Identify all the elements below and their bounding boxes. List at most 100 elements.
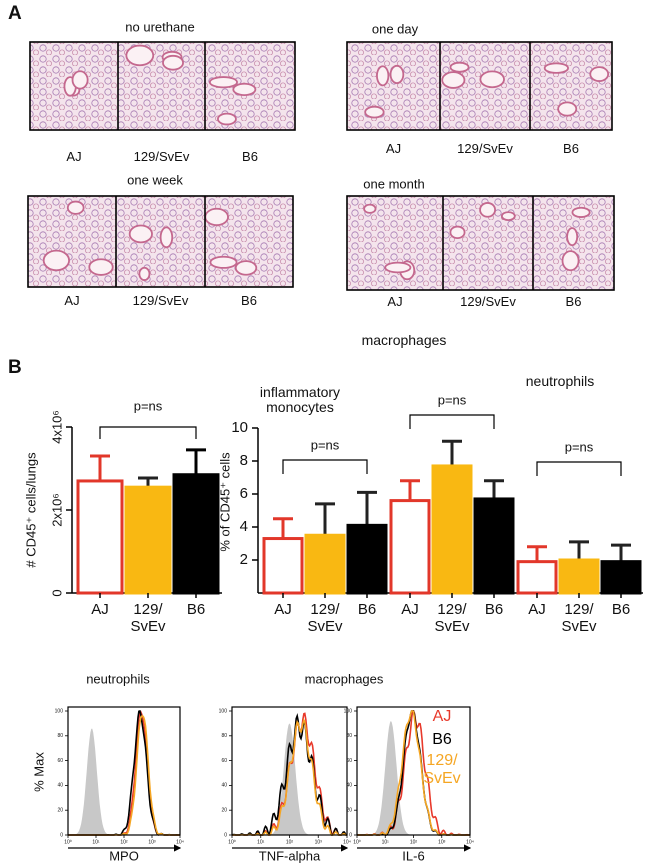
annotation: p=ns — [311, 437, 340, 452]
strain-label: B6 — [563, 141, 579, 156]
airway — [71, 70, 89, 90]
x-tick-label: 129/ SvEv — [561, 601, 597, 635]
x-tick-label: 10³ — [148, 839, 156, 845]
y-tick-label: 6 — [240, 485, 248, 502]
image-frame — [29, 41, 296, 131]
airway — [363, 203, 377, 214]
y-tick-label: 0 — [49, 589, 64, 596]
airway — [589, 66, 610, 82]
airway — [125, 44, 155, 67]
x-tick-label: 10² — [410, 839, 418, 845]
y-tick-label: 2 — [240, 551, 248, 568]
airway — [232, 82, 257, 97]
strain-label: 129/SvEv — [460, 294, 516, 309]
significance-bracket — [409, 414, 495, 429]
airway — [217, 112, 237, 126]
y-tick-label: 0 — [60, 832, 63, 838]
annotation: p=ns — [134, 398, 163, 413]
airway — [500, 211, 516, 222]
x-tick-label: B6 — [484, 601, 504, 618]
strain-label: B6 — [565, 294, 582, 309]
x-tick-label: AJ — [528, 601, 546, 618]
y-tick-label: 100 — [219, 708, 228, 714]
airway — [234, 260, 258, 276]
bar — [124, 485, 172, 595]
image-frame — [346, 195, 615, 291]
x-tick-label: B6 — [186, 601, 206, 618]
bar — [431, 464, 473, 595]
panel-label: B — [8, 357, 22, 378]
airway — [561, 250, 580, 272]
airway — [364, 105, 385, 119]
airway — [543, 62, 569, 74]
airway — [138, 266, 151, 281]
airway — [557, 101, 578, 117]
strain-label: B6 — [242, 149, 258, 164]
histology-image — [530, 42, 612, 130]
airway — [566, 227, 579, 247]
bar — [473, 497, 515, 595]
y-tick-label: 20 — [221, 808, 227, 814]
y-tick-label: 60 — [346, 758, 352, 764]
x-tick-label: AJ — [91, 601, 109, 618]
airway — [441, 71, 466, 89]
airway — [204, 207, 229, 227]
x-tick-label: B6 — [611, 601, 631, 618]
image-frame — [27, 195, 294, 288]
group-title: neutrophils — [525, 373, 595, 389]
x-tick-label: AJ — [401, 601, 419, 618]
timepoint-title: one month — [363, 176, 424, 191]
legend-entry: B6 — [432, 731, 452, 748]
timepoint-title: no urethane — [125, 19, 194, 34]
bar — [516, 560, 558, 595]
y-tick-label: 4 — [240, 518, 248, 535]
y-axis-label: # CD45⁺ cells/lungs — [23, 452, 38, 568]
x-tick-label: 10³ — [438, 839, 446, 845]
annotation: p=ns — [438, 392, 467, 407]
y-tick-label: 4x10⁶ — [49, 410, 64, 444]
x-tick-label: 10⁰ — [353, 839, 361, 845]
x-tick-label: 10² — [286, 839, 294, 845]
x-tick-label: 10⁰ — [228, 839, 236, 845]
airway — [449, 225, 466, 239]
image-frame — [346, 41, 613, 131]
airway — [479, 70, 505, 89]
y-tick-label: 10 — [231, 419, 248, 436]
strain-label: AJ — [387, 294, 403, 309]
y-tick-label: 40 — [346, 783, 352, 789]
bar — [558, 558, 600, 595]
y-tick-label: 0 — [349, 832, 352, 838]
timepoint-title: one day — [372, 21, 419, 36]
x-tick-label: 10¹ — [257, 839, 265, 845]
x-tick-label: 10⁴ — [176, 839, 184, 845]
histology-image — [347, 42, 440, 130]
airway — [159, 226, 174, 249]
y-tick-label: 80 — [346, 733, 352, 739]
airway — [42, 249, 71, 272]
y-tick-label: 80 — [221, 733, 227, 739]
strain-label: AJ — [385, 141, 402, 156]
strain-label: AJ — [64, 293, 80, 308]
y-tick-label: 40 — [57, 783, 63, 789]
strain-label: B6 — [241, 293, 257, 308]
x-tick-label: AJ — [274, 601, 292, 618]
panel-title: neutrophils — [86, 671, 150, 686]
y-tick-label: 20 — [57, 808, 63, 814]
x-tick-label: 10¹ — [382, 839, 390, 845]
airway — [479, 202, 496, 218]
legend-entry: 129/ SvEv — [423, 752, 461, 787]
y-tick-label: 0 — [224, 832, 227, 838]
significance-bracket — [99, 426, 197, 439]
strain-label: 129/SvEv — [457, 141, 513, 156]
x-tick-label: 129/ SvEv — [130, 601, 166, 635]
y-tick-label: 60 — [57, 758, 63, 764]
annotation: p=ns — [565, 439, 594, 454]
isotype-histogram — [68, 728, 180, 835]
airway — [162, 54, 184, 71]
x-tick-label: 10⁰ — [64, 839, 72, 845]
y-tick-label: 40 — [221, 783, 227, 789]
bar — [76, 479, 124, 595]
y-tick-label: 2x10⁶ — [49, 493, 64, 527]
